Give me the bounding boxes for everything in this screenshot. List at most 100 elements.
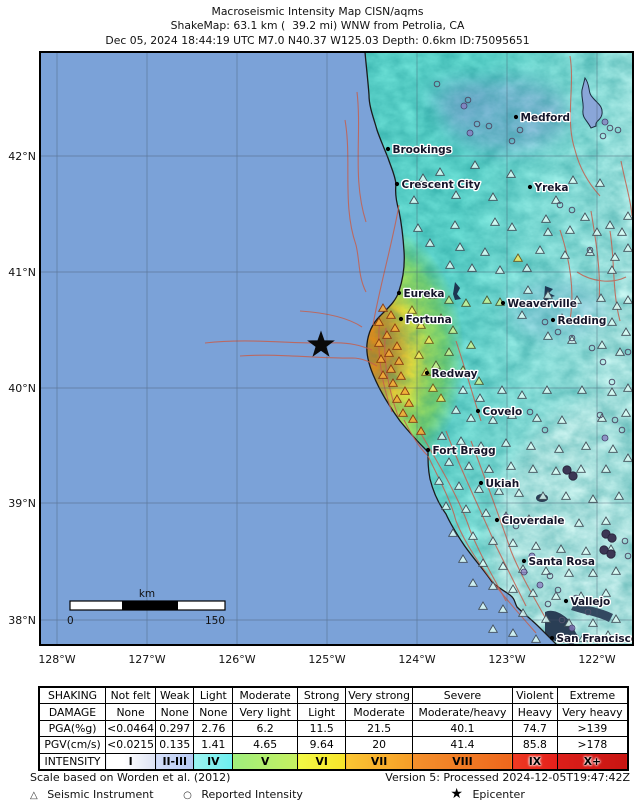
seismic-instrument-marker [450, 190, 462, 199]
city-label: Santa Rosa [529, 556, 596, 568]
seismic-instrument-marker [613, 491, 625, 500]
seismic-instrument-marker [415, 426, 427, 435]
seismic-instrument-marker [406, 305, 418, 314]
scale-cell: None [155, 703, 195, 721]
seismic-instrument-marker [556, 313, 568, 322]
seismic-instrument-marker [481, 295, 493, 304]
legend-label: Epicenter [472, 788, 525, 801]
longitude-tick-label: 124°W [398, 653, 435, 666]
seismic-instrument-marker [505, 169, 517, 178]
reported-intensity-marker [611, 416, 619, 424]
reported-intensity-marker [536, 581, 544, 589]
seismic-instrument-marker [434, 167, 446, 176]
reported-intensity-marker [558, 616, 566, 624]
city-label: Ukiah [486, 478, 520, 490]
seismic-instrument-marker [435, 393, 447, 402]
longitude-tick-label: 125°W [308, 653, 345, 666]
intensity-scale-table-body: SHAKING Not felt Weak Light Moderate Strong Ve… [38, 686, 629, 771]
reported-intensity-marker [541, 426, 549, 434]
scale-cell: Moderate [232, 686, 299, 705]
city-label: Covelo [483, 406, 523, 418]
seismic-instrument-marker [553, 444, 565, 453]
scale-cell: Heavy [512, 703, 558, 721]
city-marker [521, 558, 527, 564]
seismic-instrument-marker [507, 538, 519, 547]
seismic-instrument-marker [542, 290, 554, 299]
city-marker [475, 408, 481, 414]
fault-line [344, 119, 367, 293]
star-icon: ★ [450, 786, 463, 802]
legend-seismic-instrument: △ Seismic Instrument [30, 788, 154, 801]
seismic-instrument-marker [591, 227, 603, 236]
seismic-instrument-marker [595, 293, 607, 302]
seismic-instrument-marker [391, 341, 403, 350]
seismic-instrument-marker [581, 315, 593, 324]
seismic-instrument-marker [435, 313, 447, 322]
map-canvas: Medford Brookings Crescent City Yreka Eureka… [40, 52, 633, 645]
scale-cell: Severe [411, 686, 514, 705]
longitude-tick-label: 127°W [128, 653, 165, 666]
scale-cell: X+ [556, 752, 629, 771]
scale-cell: 6.2 [232, 719, 299, 738]
seismic-instrument-marker [487, 192, 499, 201]
fault-line [419, 431, 507, 602]
seismic-instrument-marker [604, 220, 616, 229]
seismic-instrument-marker [427, 383, 439, 392]
city-marker [425, 447, 431, 453]
city-marker [500, 300, 506, 306]
latitude-tick-label: 41°N [8, 266, 36, 279]
seismic-instrument-marker [559, 250, 571, 259]
seismic-instrument-marker [497, 604, 509, 613]
seismic-instrument-marker [555, 544, 567, 553]
seismic-instrument-marker [505, 461, 517, 470]
event-info-line: Dec 05, 2024 18:44:19 UTC M7.0 N40.37 W1… [105, 33, 530, 47]
seismic-instrument-marker [412, 223, 424, 232]
trinity-lake [453, 282, 461, 300]
seismic-instrument-marker [596, 340, 608, 349]
reported-intensity-marker [542, 558, 550, 566]
scale-cell: 40.1 [411, 719, 514, 738]
seismic-instrument-marker [408, 195, 420, 204]
scale-row-label: SHAKING [38, 686, 107, 705]
seismic-instrument-marker [483, 464, 495, 473]
seismic-instrument-marker [587, 618, 599, 627]
seismic-instrument-marker [385, 310, 397, 319]
seismic-instrument-marker [463, 461, 475, 470]
coastline [364, 52, 558, 645]
seismic-instrument-marker [531, 413, 543, 422]
reported-intensity-marker [588, 344, 596, 352]
seismic-instrument-marker [579, 212, 591, 221]
seismic-instrument-marker [449, 220, 461, 229]
seismic-instrument-marker [600, 516, 612, 525]
seismic-instrument-marker [614, 347, 626, 356]
scale-cell: VII [345, 752, 413, 771]
intensity-map: Medford Brookings Crescent City Yreka Eureka… [8, 51, 634, 666]
reported-intensity-marker [562, 465, 572, 475]
reported-intensity-marker [568, 624, 576, 632]
seismic-instrument-marker [587, 568, 599, 577]
seismic-instrument-marker [610, 566, 622, 575]
seismic-instrument-marker [537, 491, 549, 500]
reported-intensity-marker [554, 328, 562, 336]
reported-intensity-marker [599, 358, 607, 366]
seismic-instrument-marker [547, 516, 559, 525]
reported-intensity-marker [526, 408, 534, 416]
seismic-instrument-marker [606, 387, 618, 396]
reported-intensity-marker [466, 129, 474, 137]
seismic-instrument-marker [507, 584, 519, 593]
city-label: Crescent City [402, 179, 481, 191]
reported-intensity-marker [607, 533, 617, 543]
seismic-instrument-marker [460, 298, 472, 307]
legend-label: Seismic Instrument [47, 788, 154, 801]
seismic-instrument-marker [383, 348, 395, 357]
reported-intensity-marker [624, 348, 632, 356]
intensity-scale-table: SHAKING Not felt Weak Light Moderate Strong Ve… [38, 686, 629, 771]
scale-cell: IX [512, 752, 558, 771]
seismic-instrument-marker [424, 238, 436, 247]
city-marker [385, 146, 391, 152]
seismic-instrument-marker [466, 263, 478, 272]
seismic-instrument-marker [373, 338, 385, 347]
fault-line [620, 160, 633, 217]
seismic-instrument-marker [494, 265, 506, 274]
